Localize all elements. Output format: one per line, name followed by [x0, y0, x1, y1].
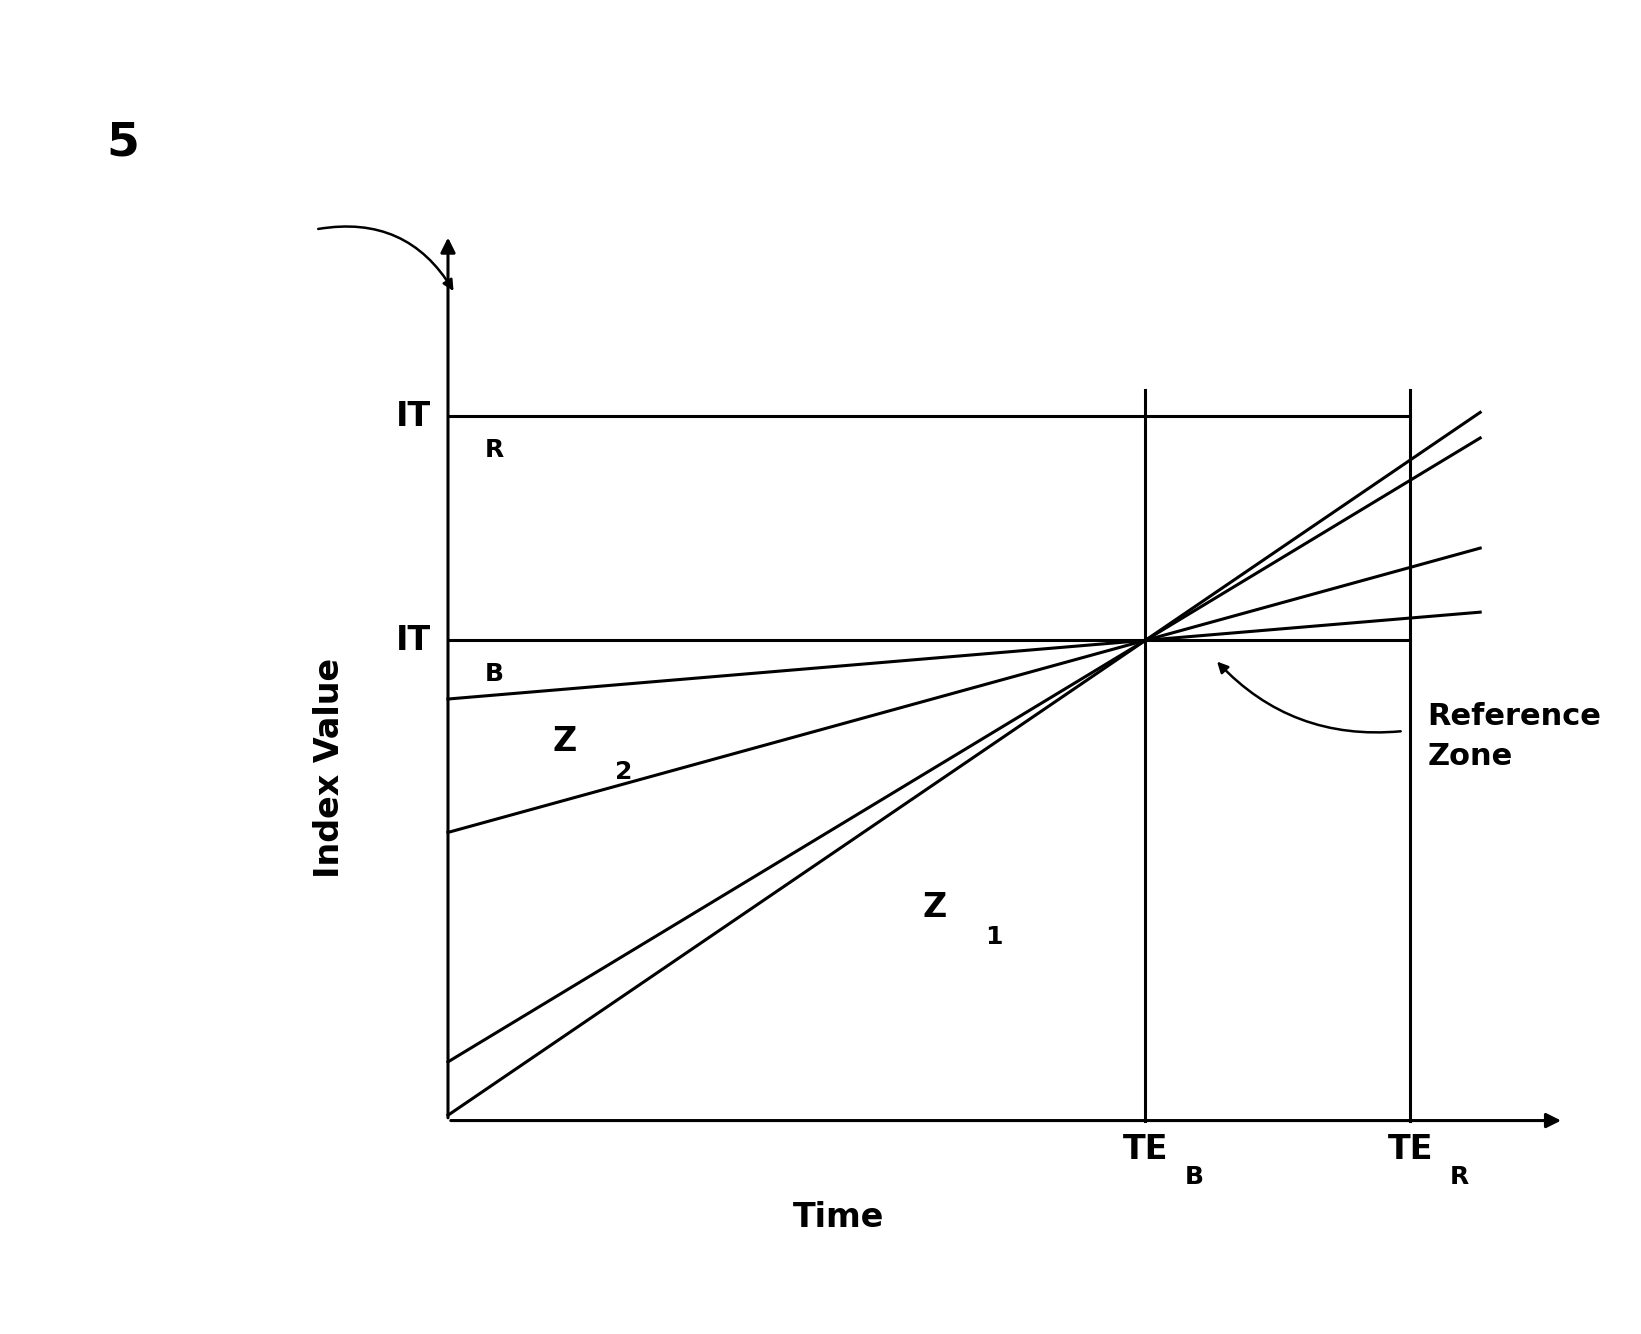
Text: Reference
Zone: Reference Zone — [1428, 702, 1602, 771]
Text: TE: TE — [1388, 1134, 1433, 1166]
Text: 1: 1 — [985, 924, 1003, 948]
Text: IT: IT — [395, 624, 432, 656]
Text: Index Value: Index Value — [313, 658, 346, 879]
Text: R: R — [1449, 1166, 1469, 1190]
Text: B: B — [1185, 1166, 1203, 1190]
Text: 2: 2 — [615, 759, 633, 783]
Text: Z: Z — [922, 891, 947, 923]
Text: IT: IT — [395, 400, 432, 432]
Text: R: R — [484, 439, 504, 463]
Text: Time: Time — [793, 1201, 884, 1234]
Text: 5: 5 — [107, 120, 139, 165]
Text: Z: Z — [553, 726, 578, 758]
Text: TE: TE — [1122, 1134, 1168, 1166]
Text: B: B — [484, 663, 504, 687]
